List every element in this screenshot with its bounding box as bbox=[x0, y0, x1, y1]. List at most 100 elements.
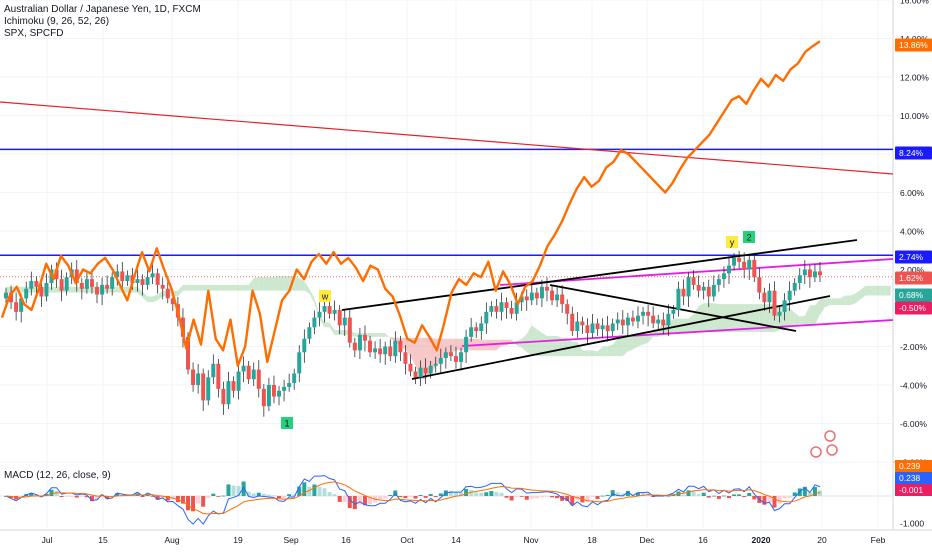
candle-body bbox=[120, 271, 125, 282]
candle-body bbox=[282, 386, 287, 391]
macd-histogram-bar bbox=[423, 496, 428, 498]
ichimoku-cloud-segment bbox=[627, 333, 633, 352]
candle-body bbox=[433, 363, 438, 366]
macd-histogram-bar bbox=[474, 492, 479, 496]
candle-body bbox=[352, 342, 357, 351]
spx-legend[interactable]: SPX, SPCFD bbox=[4, 28, 64, 39]
candle-body bbox=[479, 323, 484, 332]
macd-histogram-bar bbox=[818, 490, 822, 496]
ichimoku-legend[interactable]: Ichimoku (9, 26, 52, 26) bbox=[4, 16, 110, 27]
macd-histogram-bar bbox=[686, 490, 691, 496]
x-tick-label: 19 bbox=[233, 535, 243, 545]
macd-histogram-bar bbox=[641, 493, 646, 496]
macd-histogram-bar bbox=[383, 496, 388, 499]
ichimoku-cloud-segment bbox=[375, 333, 381, 337]
ichimoku-cloud-segment bbox=[541, 333, 547, 357]
ichimoku-cloud-segment bbox=[213, 284, 219, 291]
ichimoku-cloud-segment bbox=[526, 325, 532, 356]
ichimoku-cloud-segment bbox=[840, 295, 846, 306]
candle-body bbox=[231, 381, 236, 391]
ichimoku-cloud-segment bbox=[208, 284, 214, 291]
macd-histogram-bar bbox=[292, 494, 297, 496]
symbol-title[interactable]: Australian Dollar / Japanese Yen, 1D, FX… bbox=[4, 4, 201, 15]
macd-histogram-bar bbox=[555, 496, 560, 499]
x-tick-label: Feb bbox=[871, 535, 886, 545]
price-badge-text: 2.74% bbox=[899, 252, 924, 262]
ichimoku-cloud-segment bbox=[850, 293, 856, 306]
candle-body bbox=[29, 281, 34, 289]
candle-body bbox=[105, 284, 110, 289]
candle-body bbox=[388, 346, 393, 357]
candle-body bbox=[39, 286, 44, 297]
macd-histogram-bar bbox=[737, 494, 742, 496]
candle-body bbox=[312, 317, 317, 328]
macd-histogram-bar bbox=[792, 492, 797, 496]
candle-body bbox=[721, 273, 726, 280]
macd-histogram-bar bbox=[347, 496, 352, 509]
macd-histogram-bar bbox=[29, 492, 34, 496]
candle-body bbox=[686, 277, 691, 297]
macd-histogram-bar bbox=[691, 491, 696, 496]
ichimoku-cloud-segment bbox=[552, 335, 558, 357]
candle-body bbox=[762, 292, 767, 303]
candle-body bbox=[534, 292, 539, 299]
candle-body bbox=[59, 279, 64, 291]
macd-title[interactable]: MACD (12, 26, close, 9) bbox=[4, 470, 111, 481]
candle-body bbox=[84, 279, 89, 289]
macd-histogram-bar bbox=[64, 496, 69, 497]
macd-histogram-bar bbox=[337, 496, 342, 502]
candle-body bbox=[625, 317, 630, 326]
candle-body bbox=[711, 284, 716, 297]
macd-histogram-bar bbox=[524, 496, 529, 500]
candle-body bbox=[403, 352, 408, 364]
ichimoku-cloud-segment bbox=[673, 318, 679, 333]
macd-histogram-bar bbox=[585, 496, 590, 502]
candle-body bbox=[696, 284, 701, 291]
candle-body bbox=[79, 282, 84, 289]
spx-series-line bbox=[0, 40, 821, 367]
candle-body bbox=[474, 327, 479, 332]
ichimoku-cloud-segment bbox=[71, 286, 77, 293]
descending-trend-line bbox=[0, 101, 894, 175]
ichimoku-cloud-segment bbox=[698, 303, 704, 333]
macd-tick-label: -1.000 bbox=[900, 519, 924, 529]
candle-body bbox=[398, 340, 403, 353]
ichimoku-cloud-segment bbox=[794, 312, 800, 326]
macd-histogram-bar bbox=[282, 496, 287, 499]
ichimoku-cloud-segment bbox=[572, 341, 578, 357]
macd-histogram-bar bbox=[635, 492, 640, 496]
y-tick-label: -6.00% bbox=[900, 419, 927, 429]
candle-body bbox=[701, 286, 706, 291]
macd-histogram-bar bbox=[180, 496, 185, 504]
candle-body bbox=[277, 390, 282, 397]
candle-body bbox=[373, 348, 378, 353]
ichimoku-cloud-segment bbox=[450, 338, 456, 354]
wave-label-box bbox=[319, 290, 331, 302]
macd-histogram-bar bbox=[767, 496, 772, 503]
candle-body bbox=[565, 304, 570, 314]
ichimoku-cloud-segment bbox=[193, 284, 199, 291]
macd-histogram-bar bbox=[666, 495, 671, 497]
candle-body bbox=[691, 277, 696, 285]
macd-histogram-bar bbox=[489, 491, 494, 496]
macd-histogram-bar bbox=[89, 496, 94, 502]
macd-badge bbox=[895, 472, 932, 484]
price-badge-text: 13.86% bbox=[899, 40, 928, 50]
ichimoku-cloud-segment bbox=[299, 278, 305, 291]
ichimoku-cloud-segment bbox=[284, 276, 290, 291]
ichimoku-cloud-segment bbox=[370, 333, 376, 337]
x-tick-label: 18 bbox=[587, 535, 597, 545]
y-tick-label: 4.00% bbox=[900, 227, 925, 237]
candle-body bbox=[595, 323, 600, 330]
ichimoku-cloud-segment bbox=[577, 341, 583, 357]
candle-body bbox=[671, 309, 676, 314]
ichimoku-cloud-segment bbox=[339, 330, 345, 335]
macd-histogram-bar bbox=[605, 494, 610, 496]
y-tick-label: 6.00% bbox=[900, 188, 925, 198]
macd-histogram-bar bbox=[484, 492, 489, 496]
ichimoku-cloud-segment bbox=[243, 284, 249, 291]
candle-body bbox=[271, 385, 276, 397]
macd-histogram-bar bbox=[802, 486, 807, 496]
